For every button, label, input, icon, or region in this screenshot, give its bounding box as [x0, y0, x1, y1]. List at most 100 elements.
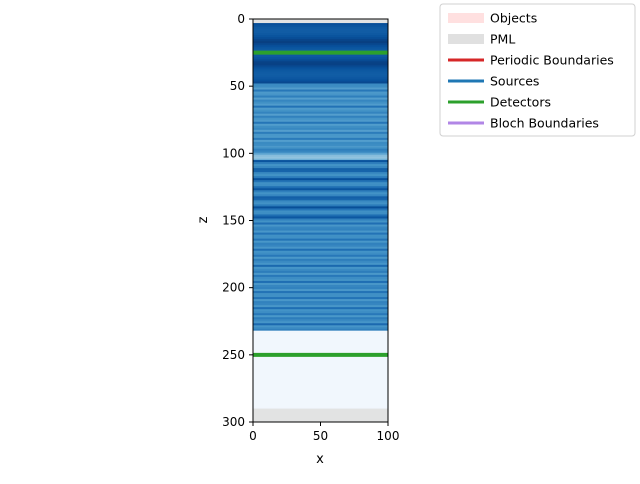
field-band [253, 71, 388, 75]
field-band [253, 220, 388, 224]
field-band [253, 146, 388, 150]
field-band [253, 389, 388, 392]
field-band [253, 262, 388, 266]
field-band [253, 264, 388, 268]
y-tick-label: 100 [222, 146, 245, 160]
field-band [253, 200, 388, 203]
field-band [253, 27, 388, 30]
field-band [253, 63, 388, 66]
field-band [253, 186, 388, 189]
field-band [253, 91, 388, 95]
field-band [253, 73, 388, 77]
field-band [253, 188, 388, 191]
field-band [253, 228, 388, 232]
field-band [253, 372, 388, 376]
field-band [253, 31, 388, 34]
field-band [253, 284, 388, 288]
field-band [253, 41, 388, 44]
field-band [253, 121, 388, 125]
field-band [253, 129, 388, 133]
y-tick-label: 250 [222, 348, 245, 362]
field-band [253, 266, 388, 270]
field-band [253, 178, 388, 181]
field-band [253, 123, 388, 127]
legend-label: Periodic Boundaries [490, 53, 614, 68]
field-band [253, 182, 388, 185]
legend-label: PML [490, 32, 515, 47]
field-band [253, 291, 388, 294]
y-tick-label: 0 [237, 12, 245, 26]
field-band [253, 119, 388, 123]
field-band [253, 244, 388, 248]
field-band [253, 242, 388, 246]
field-band [253, 57, 388, 60]
field-band [253, 301, 388, 304]
field-band [253, 305, 388, 308]
field-band [253, 374, 388, 378]
field-band [253, 321, 388, 324]
field-band [253, 385, 388, 388]
field-band [253, 330, 388, 334]
field-band [253, 327, 388, 330]
field-band [253, 405, 388, 408]
field-band [253, 224, 388, 228]
field-band [253, 45, 388, 48]
field-band [253, 35, 388, 38]
field-band [253, 162, 388, 165]
field-band [253, 204, 388, 207]
field-band [253, 387, 388, 390]
field-band [253, 65, 388, 68]
field-band [253, 29, 388, 32]
field-band [253, 174, 388, 177]
field-band [253, 135, 388, 139]
field-band [253, 248, 388, 252]
field-band [253, 176, 388, 179]
field-band [253, 131, 388, 135]
field-band [253, 246, 388, 250]
field-band [253, 192, 388, 195]
field-band [253, 329, 388, 332]
field-band [253, 303, 388, 306]
field-band [253, 254, 388, 258]
field-band [253, 59, 388, 62]
field-band [253, 107, 388, 111]
field-band [253, 67, 388, 70]
field-band [253, 317, 388, 320]
field-band [253, 311, 388, 314]
legend-box [439, 3, 636, 137]
field-band [253, 376, 388, 380]
field-band [253, 338, 388, 342]
field-band [253, 61, 388, 64]
field-band [253, 208, 388, 212]
y-tick-label: 200 [222, 281, 245, 295]
field-band [253, 75, 388, 79]
field-band [253, 196, 388, 199]
field-band [253, 133, 388, 137]
field-band [253, 340, 388, 344]
y-axis-ticks: 0 50 100 150 200 250 300 [222, 12, 253, 429]
field-band [253, 158, 388, 161]
field-band [253, 270, 388, 274]
field-band [253, 332, 388, 336]
y-tick-label: 150 [222, 214, 245, 228]
field-band [253, 47, 388, 50]
field-band [253, 282, 388, 286]
field-band [253, 297, 388, 300]
legend-swatch [448, 34, 484, 44]
y-tick-label: 50 [230, 79, 245, 93]
field-band [253, 230, 388, 234]
plot-area [253, 19, 388, 422]
pml-region [253, 408, 388, 422]
field-band [253, 395, 388, 398]
legend-label: Bloch Boundaries [490, 116, 599, 131]
field-band [253, 397, 388, 400]
field-band [253, 319, 388, 322]
field-band [253, 43, 388, 46]
field-band [253, 83, 388, 87]
x-tick-label: 0 [249, 429, 257, 443]
field-band [253, 141, 388, 145]
field-band [253, 23, 388, 26]
field-band [253, 307, 388, 310]
